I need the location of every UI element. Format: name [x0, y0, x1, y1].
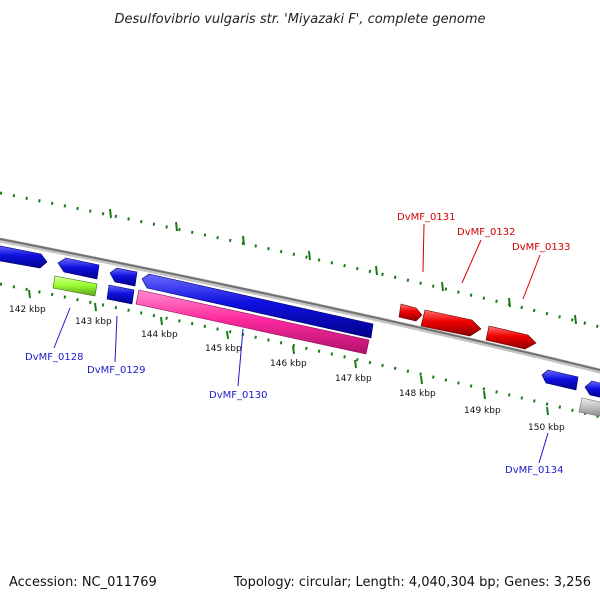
- gene-label-dvmf-0130[interactable]: DvMF_0130: [209, 390, 267, 401]
- gene-label-dvmf-0133[interactable]: DvMF_0133: [512, 242, 570, 253]
- gene-label-dvmf-0132[interactable]: DvMF_0132: [457, 227, 515, 238]
- outer-major-ticks: [109, 208, 577, 325]
- gene-label-dvmf-0129[interactable]: DvMF_0129: [87, 365, 145, 376]
- gene-label-dvmf-0134[interactable]: DvMF_0134: [505, 465, 563, 476]
- tick-label: 145 kbp: [205, 344, 242, 354]
- gene-feature-blue[interactable]: [106, 284, 135, 305]
- map-title: Desulfovibrio vulgaris str. 'Miyazaki F'…: [114, 12, 485, 27]
- gene-label-dvmf-0131[interactable]: DvMF_0131: [397, 212, 455, 223]
- tick-label: 149 kbp: [464, 406, 501, 416]
- gene-feature-red[interactable]: [398, 303, 423, 322]
- tick-label: 150 kbp: [528, 423, 565, 433]
- tick-label: 142 kbp: [9, 305, 46, 315]
- tick-label: 147 kbp: [335, 374, 372, 384]
- gene-feature-gray[interactable]: [578, 397, 600, 417]
- inner-major-ticks: [28, 289, 549, 416]
- gene-labels: DvMF_0128 DvMF_0129 DvMF_0130 DvMF_0131 …: [25, 212, 570, 476]
- tick-label: 143 kbp: [75, 317, 112, 327]
- gene-feature-green[interactable]: [52, 275, 98, 297]
- gene-label-lines: [53, 223, 549, 464]
- gene-features: [0, 245, 600, 417]
- gene-feature-pink[interactable]: [135, 289, 370, 355]
- gene-feature-blue[interactable]: [541, 369, 579, 391]
- gene-feature-blue[interactable]: [584, 380, 600, 398]
- gene-feature-blue[interactable]: [109, 267, 138, 287]
- gene-feature-blue[interactable]: [141, 273, 374, 339]
- gene-feature-blue[interactable]: [0, 245, 48, 269]
- accession-text: Accession: NC_011769: [9, 575, 157, 590]
- tick-label: 148 kbp: [399, 389, 436, 399]
- tick-label: 144 kbp: [141, 330, 178, 340]
- gene-feature-red[interactable]: [420, 309, 482, 337]
- genome-summary-text: Topology: circular; Length: 4,040,304 bp…: [233, 575, 591, 590]
- gene-label-dvmf-0128[interactable]: DvMF_0128: [25, 352, 83, 363]
- tick-label: 146 kbp: [270, 359, 307, 369]
- ruler-tick-labels: 142 kbp 143 kbp 144 kbp 145 kbp 146 kbp …: [9, 305, 565, 433]
- gene-feature-blue[interactable]: [57, 257, 100, 280]
- gene-feature-red[interactable]: [485, 325, 537, 350]
